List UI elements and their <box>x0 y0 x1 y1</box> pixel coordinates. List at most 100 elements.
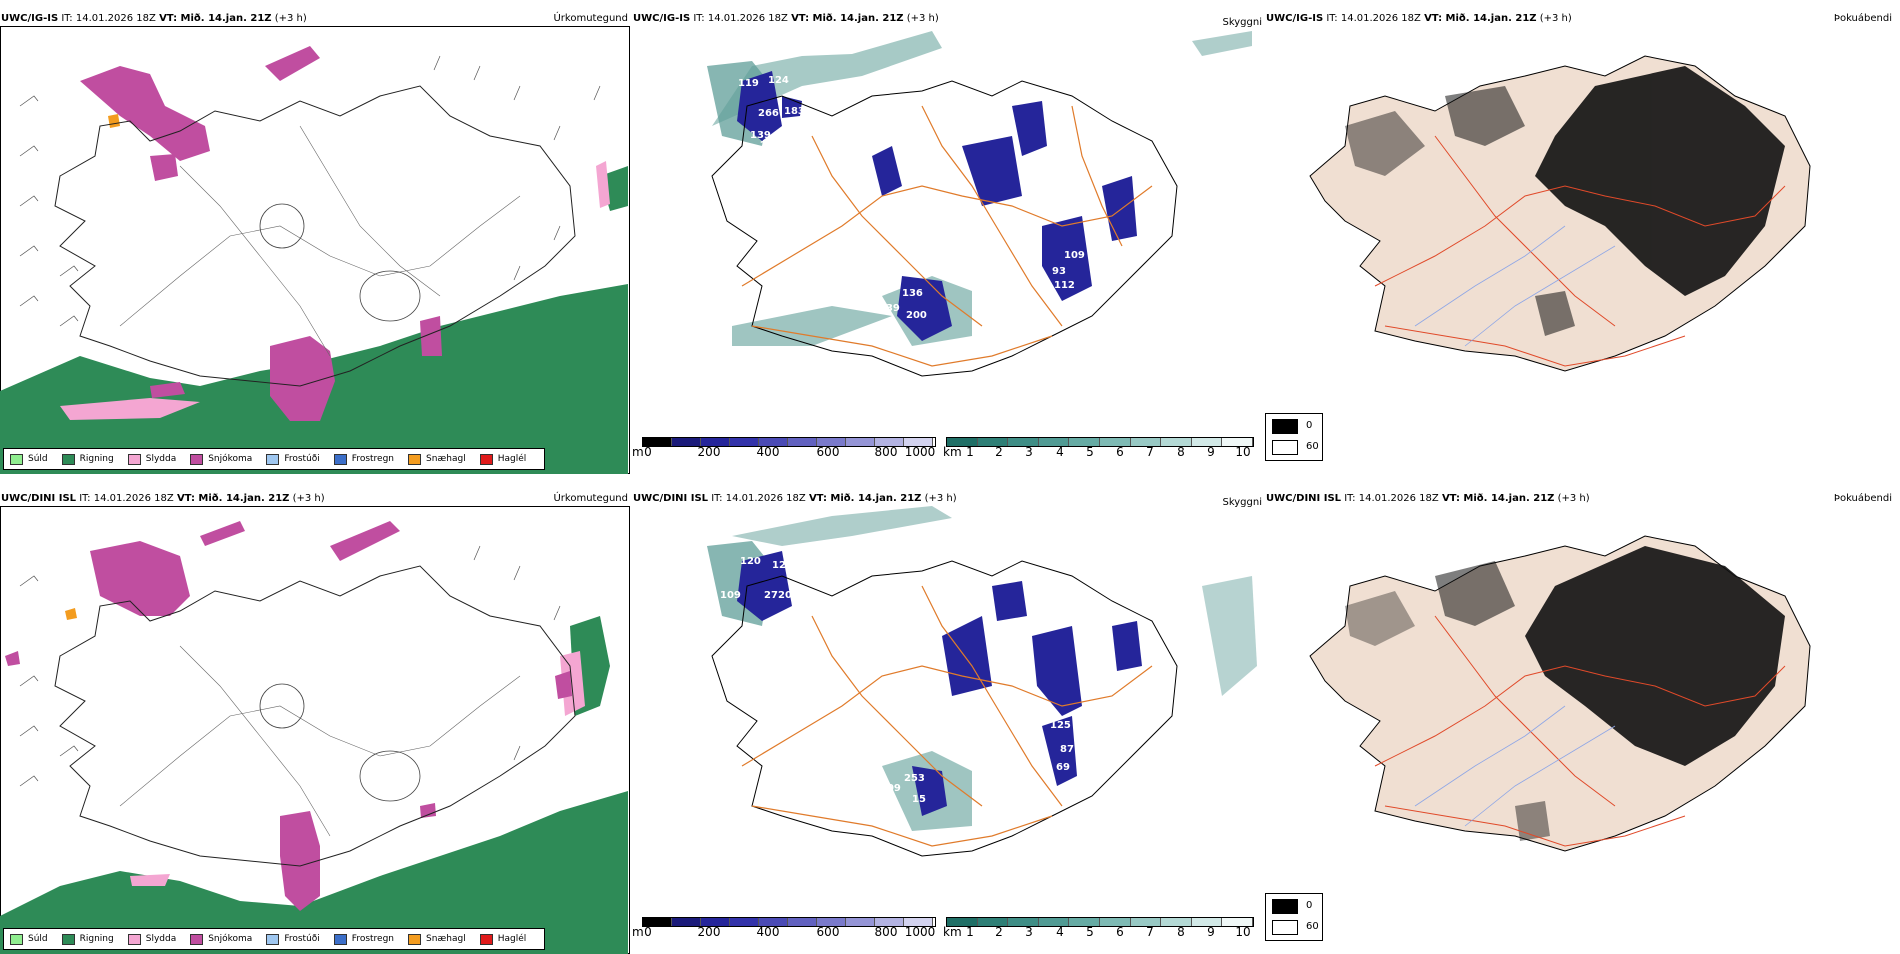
precip-type-panel-row1: UWC/IG-IS IT: 14.01.2026 18Z VT: Mið. 14… <box>0 12 630 474</box>
vis-label: 125 <box>1050 720 1071 731</box>
vis-label: 120 <box>740 556 761 567</box>
vis-label: 270 <box>760 140 781 151</box>
precip-map <box>0 46 628 474</box>
colorbar-tick: 0 <box>644 925 652 939</box>
colorbar-tick: 1000 <box>904 445 936 459</box>
legend-item: Snjókoma <box>190 933 252 945</box>
fog-legend-low: 0 <box>1306 900 1313 911</box>
vis-label: 253 <box>904 773 925 784</box>
fog-legend-low: 0 <box>1306 420 1313 431</box>
colorbar-tick: 1 <box>966 445 974 459</box>
colorbar-tick: 200 <box>697 445 721 459</box>
ceiling-colorbar-row2: m 0 200 400 600 800 1000 <box>632 917 937 941</box>
panel-title: UWC/DINI ISL IT: 14.01.2026 18Z VT: Mið.… <box>633 493 957 504</box>
colorbar-tick: 4 <box>1056 445 1064 459</box>
ceiling-colorbar-row1: m 0 200 400 600 800 1000 <box>632 437 937 461</box>
colorbar-tick: 5 <box>1086 445 1094 459</box>
visibility-colorbar-row2: km 1 2 3 4 5 6 7 8 9 10 <box>943 917 1263 941</box>
colorbar-unit: km <box>943 925 962 939</box>
panel-title: UWC/DINI ISL IT: 14.01.2026 18Z VT: Mið.… <box>1 493 325 504</box>
colorbar-tick: 6 <box>1116 925 1124 939</box>
colorbar-unit: m <box>632 445 644 459</box>
colorbar-tick: 200 <box>697 925 721 939</box>
colorbar-tick: 3 <box>1025 925 1033 939</box>
vis-label: 266 <box>758 108 779 119</box>
panel-field-label: Úrkomutegund <box>553 13 628 24</box>
colorbar-tick: 7 <box>1146 925 1154 939</box>
colorbar-tick: 600 <box>816 445 840 459</box>
panel-field-label: Skyggni <box>1222 17 1262 28</box>
precip-type-legend: Súld Rigning Slydda Snjókoma Frostúði Fr… <box>3 448 546 470</box>
fog-map <box>1309 55 1811 372</box>
vis-label: 136 <box>902 288 923 299</box>
legend-item: Rigning <box>61 453 114 465</box>
vis-label: 87 <box>1060 744 1074 755</box>
precip-map <box>0 521 628 954</box>
panel-field-label: Úrkomutegund <box>553 493 628 504</box>
visibility-colorbar-row1: km 1 2 3 4 5 6 7 8 9 10 <box>943 437 1263 461</box>
colorbar-tick: 0 <box>644 445 652 459</box>
legend-item: Snæhagl <box>408 933 466 945</box>
legend-item: Súld <box>10 453 48 465</box>
fog-panel-row1: UWC/IG-IS IT: 14.01.2026 18Z VT: Mið. 14… <box>1265 12 1900 474</box>
colorbar-tick: 2 <box>995 445 1003 459</box>
colorbar-tick: 400 <box>756 925 780 939</box>
colorbar-tick: 9 <box>1207 445 1215 459</box>
panel-title: UWC/IG-IS IT: 14.01.2026 18Z VT: Mið. 14… <box>1266 13 1572 24</box>
colorbar-tick: 400 <box>756 445 780 459</box>
colorbar-tick: 1000 <box>904 925 936 939</box>
legend-item: Frostregn <box>333 453 394 465</box>
colorbar-tick: 7 <box>1146 445 1154 459</box>
legend-item: Snjókoma <box>190 453 252 465</box>
vis-label: 119 <box>738 78 759 89</box>
colorbar-tick: 9 <box>1207 925 1215 939</box>
vis-label: 139 <box>750 130 771 141</box>
vis-label: 109 <box>880 783 901 794</box>
legend-item: Haglél <box>479 933 526 945</box>
legend-item: Frostregn <box>333 933 394 945</box>
vis-label: 200 <box>906 310 927 321</box>
colorbar-tick: 800 <box>874 445 898 459</box>
colorbar-tick: 5 <box>1086 925 1094 939</box>
fog-legend-high: 60 <box>1306 441 1319 452</box>
vis-label: 124 <box>768 75 789 86</box>
legend-item: Frostúði <box>266 933 320 945</box>
colorbar-tick: 10 <box>1235 445 1251 459</box>
fog-map <box>1309 535 1811 852</box>
visibility-map: 119 124 266 183 139 270 136 139 200 109 … <box>707 31 1252 377</box>
colorbar-tick: 1 <box>966 925 974 939</box>
panel-field-label: Skyggni <box>1222 497 1262 508</box>
vis-label: 109 <box>1064 250 1085 261</box>
vis-label: 109 <box>720 590 741 601</box>
vis-label: 201 <box>778 590 799 601</box>
vis-label: 27 <box>764 590 778 601</box>
colorbar-tick: 3 <box>1025 445 1033 459</box>
colorbar-tick: 4 <box>1056 925 1064 939</box>
legend-item: Haglél <box>479 453 526 465</box>
legend-item: Frostúði <box>266 453 320 465</box>
colorbar-tick: 6 <box>1116 445 1124 459</box>
colorbar-unit: km <box>943 445 962 459</box>
colorbar-tick: 600 <box>816 925 840 939</box>
vis-label: 129 <box>772 560 793 571</box>
vis-label: 183 <box>784 106 805 117</box>
precip-type-panel-row2: UWC/DINI ISL IT: 14.01.2026 18Z VT: Mið.… <box>0 492 630 954</box>
vis-label: 93 <box>1052 266 1066 277</box>
colorbar-tick: 800 <box>874 925 898 939</box>
panel-title: UWC/IG-IS IT: 14.01.2026 18Z VT: Mið. 14… <box>633 13 939 24</box>
visibility-panel-row1: UWC/IG-IS IT: 14.01.2026 18Z VT: Mið. 14… <box>632 12 1262 474</box>
colorbar-tick: 10 <box>1235 925 1251 939</box>
vis-label: 69 <box>1056 762 1070 773</box>
legend-item: Slydda <box>127 453 176 465</box>
visibility-map: 120 129 109 27 201 253 109 15 125 87 69 <box>707 506 1257 857</box>
colorbar-tick: 8 <box>1177 925 1185 939</box>
colorbar-tick: 8 <box>1177 445 1185 459</box>
panel-title: UWC/IG-IS IT: 14.01.2026 18Z VT: Mið. 14… <box>1 13 307 24</box>
fog-legend-row2: 0 60 <box>1265 893 1323 941</box>
legend-item: Súld <box>10 933 48 945</box>
visibility-panel-row2: UWC/DINI ISL IT: 14.01.2026 18Z VT: Mið.… <box>632 492 1262 954</box>
vis-label: 112 <box>1054 280 1075 291</box>
fog-legend-row1: 0 60 <box>1265 413 1323 461</box>
colorbar-unit: m <box>632 925 644 939</box>
panel-title: UWC/DINI ISL IT: 14.01.2026 18Z VT: Mið.… <box>1266 493 1590 504</box>
